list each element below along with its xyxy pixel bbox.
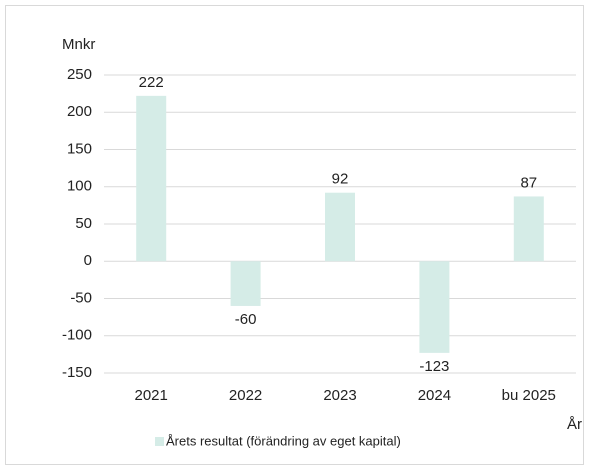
x-tick-label: 2024: [418, 387, 451, 404]
x-tick-label: bu 2025: [502, 387, 556, 404]
y-tick-label: -150: [62, 364, 92, 381]
y-tick-label: 200: [67, 103, 92, 120]
y-tick-label: 250: [67, 66, 92, 83]
data-label: 92: [332, 171, 349, 188]
bar: [136, 95, 167, 262]
legend-label: Årets resultat (förändring av eget kapit…: [166, 433, 401, 448]
data-label: -60: [235, 311, 257, 328]
x-tick-label: 2021: [135, 387, 168, 404]
y-tick-label: 0: [84, 252, 92, 269]
y-axis-label: Mnkr: [62, 36, 95, 53]
y-tick-label: 100: [67, 178, 92, 195]
chart-border: [5, 5, 584, 465]
bar: [513, 196, 544, 262]
data-label: 87: [520, 174, 537, 191]
data-label: -123: [419, 358, 449, 375]
y-tick-label: -50: [70, 289, 92, 306]
bar: [325, 192, 355, 262]
y-tick-label: 50: [75, 215, 92, 232]
y-tick-label: -100: [62, 327, 92, 344]
bar: [230, 261, 261, 306]
x-axis-label: År: [567, 416, 582, 433]
x-tick-label: 2022: [229, 387, 262, 404]
x-tick-label: 2023: [323, 387, 356, 404]
y-tick-label: 150: [67, 140, 92, 157]
legend-swatch: [155, 437, 164, 446]
bar: [419, 261, 450, 353]
data-label: 222: [139, 74, 164, 91]
